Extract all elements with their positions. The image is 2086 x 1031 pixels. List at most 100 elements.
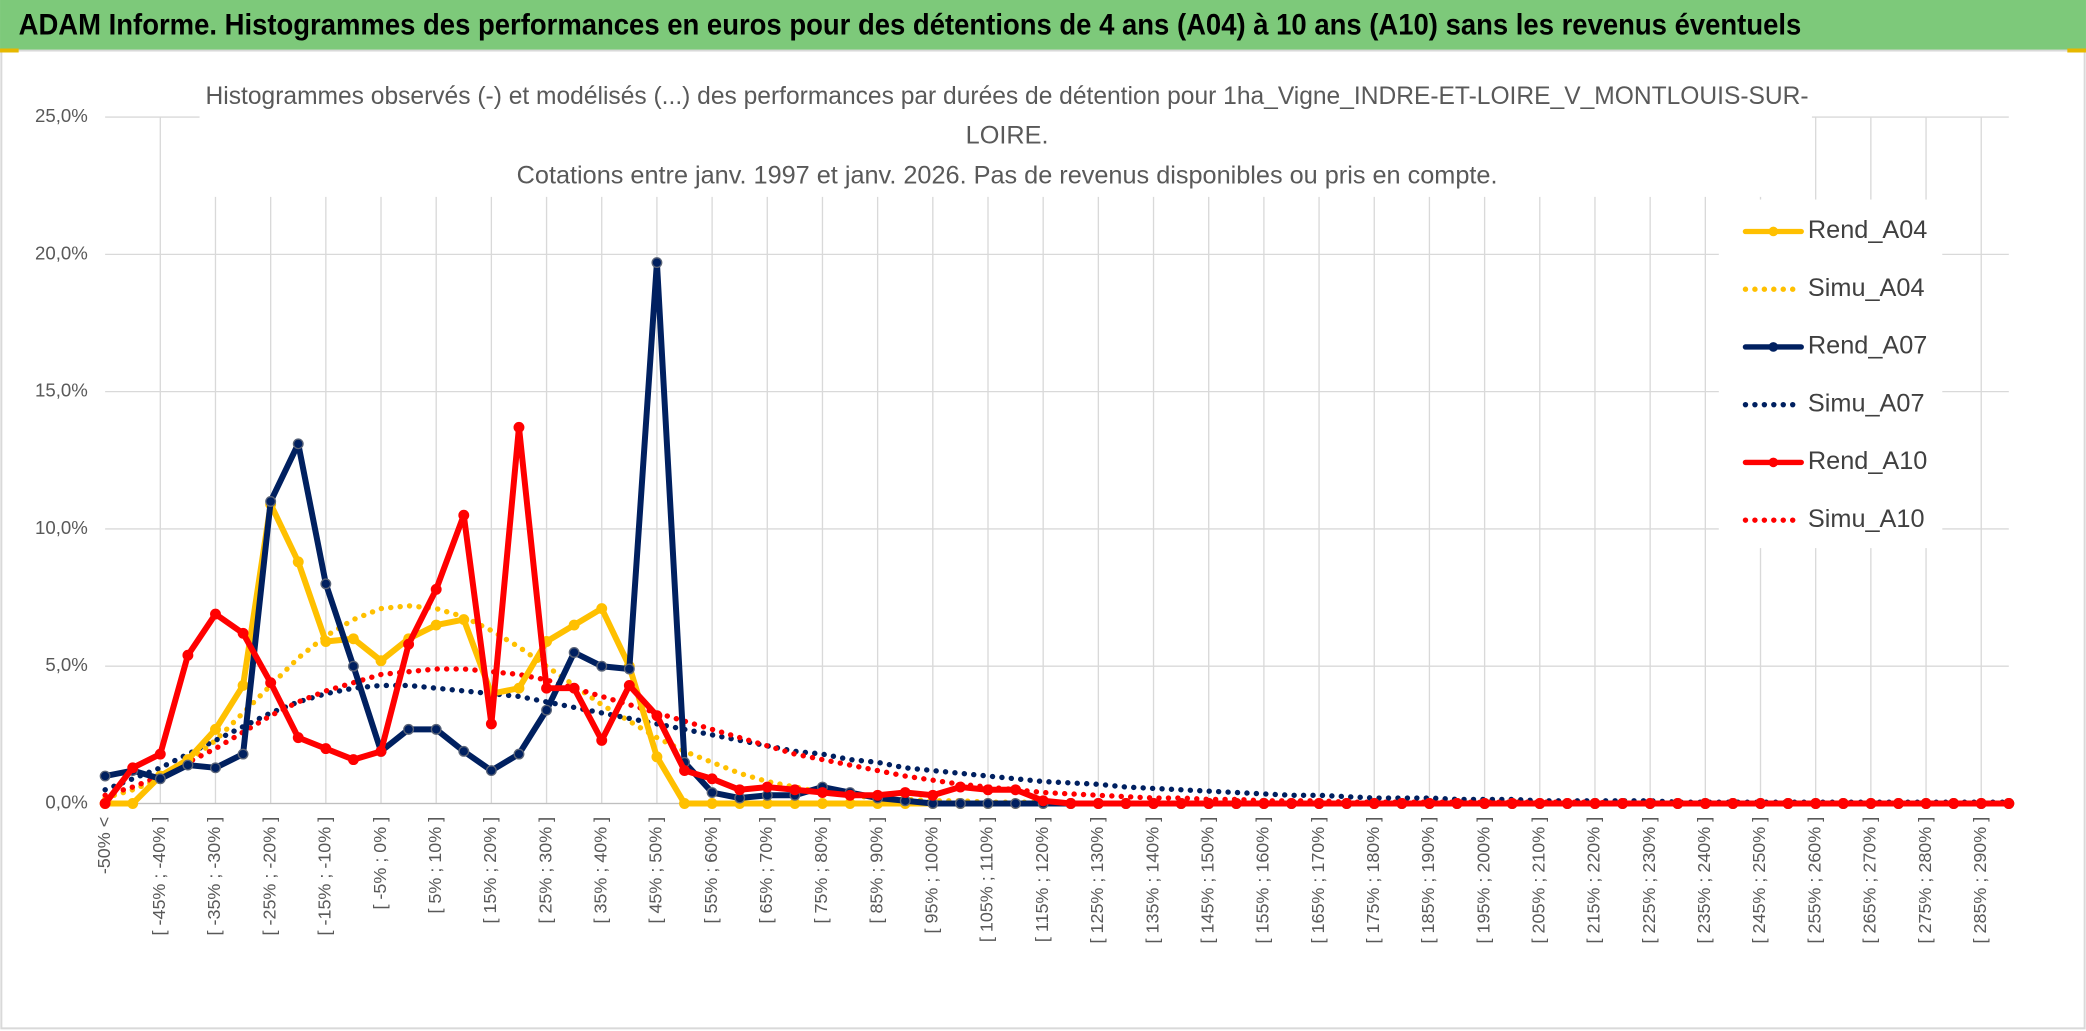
y-tick-label: 5,0% bbox=[45, 654, 87, 675]
series-marker bbox=[1755, 798, 1766, 809]
series-marker bbox=[1258, 798, 1270, 809]
legend-label: Simu_A07 bbox=[1808, 389, 1925, 417]
series-line bbox=[102, 424, 2012, 807]
series-marker bbox=[872, 789, 884, 801]
series-marker bbox=[182, 649, 194, 661]
series-marker bbox=[844, 789, 856, 801]
series-marker bbox=[1037, 795, 1049, 807]
series-marker bbox=[596, 603, 608, 615]
series-marker bbox=[99, 770, 111, 782]
x-tick-label: [ -15% ; -10% ] bbox=[315, 817, 335, 936]
series-marker bbox=[237, 748, 249, 760]
series-marker bbox=[651, 710, 663, 722]
series-marker bbox=[568, 682, 580, 694]
series-marker bbox=[458, 745, 470, 757]
series-marker bbox=[982, 784, 994, 796]
legend-background bbox=[1718, 199, 1943, 549]
series-marker bbox=[1837, 798, 1849, 809]
series-marker bbox=[127, 798, 139, 809]
legend-label: Simu_A04 bbox=[1808, 274, 1925, 302]
series-marker bbox=[1589, 798, 1601, 809]
series-marker bbox=[1534, 798, 1546, 809]
series-marker bbox=[403, 638, 415, 650]
x-tick-label: [ 125% ; 130% ] bbox=[1087, 817, 1107, 944]
x-tick-label: [ -5% ; 0% ] bbox=[370, 817, 390, 910]
series-marker bbox=[1120, 798, 1132, 809]
x-tick-label: [ 65% ; 70% ] bbox=[756, 817, 776, 924]
x-tick-label: [ 275% ; 280% ] bbox=[1915, 817, 1935, 944]
series-marker bbox=[789, 784, 801, 796]
series-marker bbox=[1010, 798, 1022, 809]
series-marker bbox=[706, 787, 718, 798]
x-tick-label: [ 105% ; 110% ] bbox=[977, 817, 997, 942]
series-marker bbox=[1727, 798, 1739, 809]
x-tick-label: [ 235% ; 240% ] bbox=[1694, 817, 1714, 944]
series-marker bbox=[1423, 798, 1435, 809]
series-marker bbox=[541, 682, 553, 694]
x-tick-label: [ 35% ; 40% ] bbox=[590, 817, 610, 924]
series-marker bbox=[292, 732, 304, 744]
series-marker bbox=[1148, 798, 1159, 809]
x-tick-label: [ 135% ; 140% ] bbox=[1142, 817, 1162, 944]
series-marker bbox=[1865, 798, 1877, 809]
series-marker bbox=[568, 619, 580, 631]
series-marker bbox=[210, 762, 221, 774]
x-tick-label: [ 25% ; 30% ] bbox=[535, 817, 555, 924]
series-marker bbox=[430, 723, 442, 735]
chart-title: LOIRE. bbox=[966, 122, 1049, 150]
series-marker bbox=[127, 762, 139, 774]
series-marker bbox=[623, 679, 635, 691]
series-marker bbox=[1230, 798, 1242, 809]
series-marker bbox=[1092, 798, 1104, 809]
x-tick-label: [ 175% ; 180% ] bbox=[1363, 817, 1383, 944]
series-marker bbox=[1810, 798, 1822, 809]
series-marker bbox=[265, 496, 277, 507]
series-marker bbox=[347, 633, 359, 645]
series-marker bbox=[430, 619, 442, 631]
x-tick-label: [ 55% ; 60% ] bbox=[701, 817, 721, 924]
series-marker bbox=[458, 509, 470, 521]
legend-label: Rend_A07 bbox=[1808, 332, 1927, 360]
series-marker bbox=[237, 679, 249, 691]
x-tick-label: [ 265% ; 270% ] bbox=[1860, 817, 1880, 944]
series-marker bbox=[485, 718, 497, 730]
series-marker bbox=[513, 682, 525, 694]
series-marker bbox=[651, 751, 663, 763]
series-marker bbox=[706, 773, 718, 785]
legend-marker bbox=[1768, 226, 1779, 237]
series-marker bbox=[320, 743, 332, 755]
series-marker bbox=[651, 257, 663, 269]
series-marker bbox=[568, 647, 580, 658]
x-tick-label: [ 165% ; 170% ] bbox=[1308, 817, 1328, 944]
series-marker bbox=[320, 636, 332, 647]
series-marker bbox=[817, 798, 828, 809]
chart-border bbox=[0, 49, 2086, 1030]
series-marker bbox=[1203, 798, 1215, 809]
y-tick-label: 10,0% bbox=[35, 517, 88, 538]
series-marker bbox=[292, 556, 304, 568]
series-marker bbox=[375, 655, 387, 667]
x-tick-label: [ 225% ; 230% ] bbox=[1639, 817, 1659, 944]
x-tick-label: [ -45% ; -40% ] bbox=[149, 817, 169, 936]
series-marker bbox=[679, 798, 690, 809]
x-tick-label: [ 75% ; 80% ] bbox=[811, 817, 831, 924]
x-tick-label: [ 155% ; 160% ] bbox=[1253, 817, 1273, 944]
legend-marker bbox=[1768, 342, 1779, 352]
x-tick-label: -50% < bbox=[94, 817, 114, 874]
series-marker bbox=[210, 608, 221, 620]
series-marker bbox=[154, 773, 166, 785]
series-marker bbox=[596, 660, 608, 672]
series-marker bbox=[1782, 798, 1794, 809]
series-marker bbox=[1617, 798, 1629, 809]
series-marker bbox=[1948, 798, 1960, 809]
series-marker bbox=[1644, 798, 1656, 809]
x-tick-label: [ 95% ; 100% ] bbox=[922, 817, 942, 934]
series-marker bbox=[1699, 798, 1711, 809]
x-tick-label: [ 285% ; 290% ] bbox=[1970, 817, 1990, 944]
series-marker bbox=[541, 704, 553, 716]
series-marker bbox=[954, 781, 966, 793]
series-marker bbox=[237, 627, 249, 639]
series-marker bbox=[403, 723, 415, 735]
series-marker bbox=[154, 748, 166, 760]
legend-marker bbox=[1768, 457, 1779, 468]
